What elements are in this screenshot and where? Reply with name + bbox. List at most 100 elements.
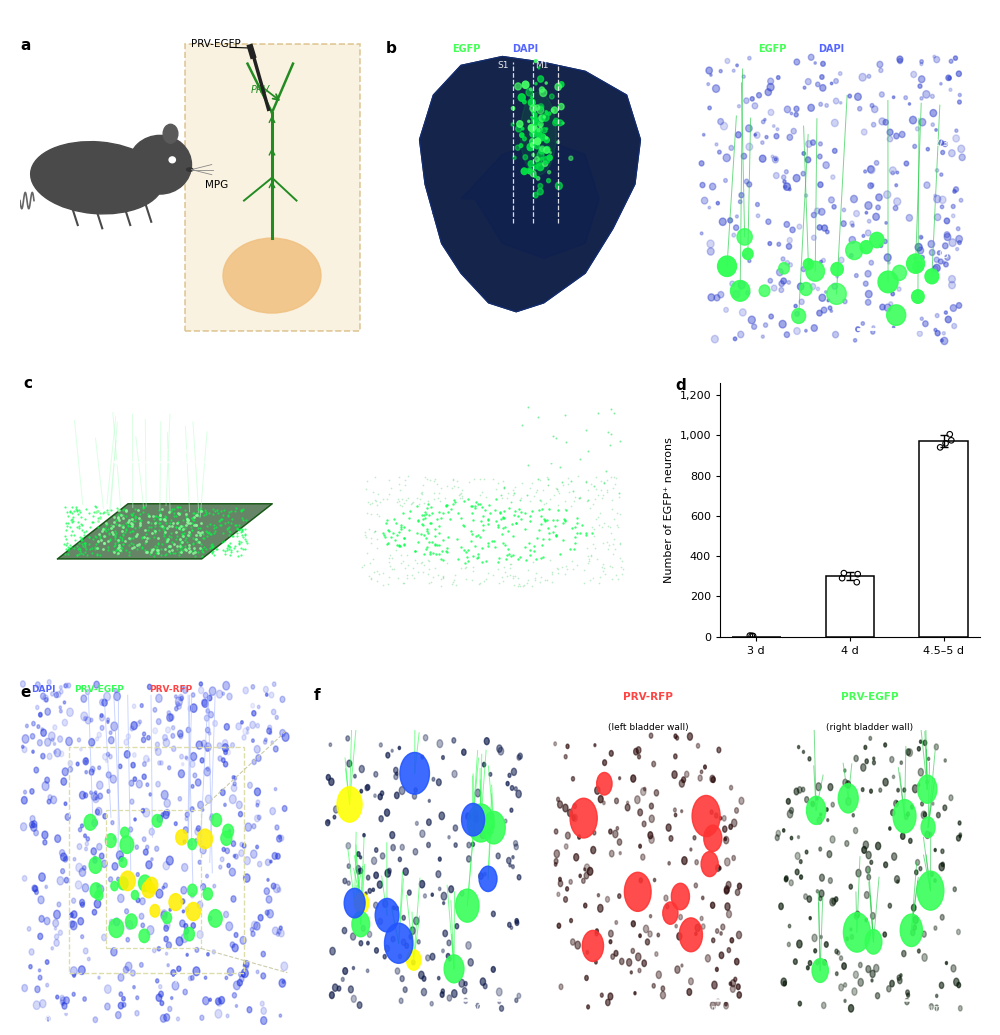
Circle shape bbox=[68, 761, 72, 766]
Circle shape bbox=[281, 962, 288, 971]
Circle shape bbox=[195, 828, 200, 835]
Circle shape bbox=[246, 727, 249, 731]
Circle shape bbox=[190, 806, 194, 811]
Circle shape bbox=[143, 849, 148, 855]
Circle shape bbox=[247, 1007, 252, 1013]
Circle shape bbox=[32, 721, 35, 726]
Circle shape bbox=[118, 1002, 123, 1009]
Circle shape bbox=[62, 1002, 64, 1006]
Circle shape bbox=[130, 727, 134, 731]
Circle shape bbox=[156, 694, 162, 703]
Circle shape bbox=[64, 997, 69, 1004]
Circle shape bbox=[273, 746, 278, 752]
Circle shape bbox=[242, 735, 246, 740]
Circle shape bbox=[139, 929, 150, 943]
Circle shape bbox=[97, 885, 104, 893]
Text: a: a bbox=[20, 37, 31, 53]
Circle shape bbox=[109, 919, 114, 925]
Circle shape bbox=[164, 937, 168, 942]
Circle shape bbox=[94, 899, 101, 908]
Circle shape bbox=[100, 714, 105, 721]
Circle shape bbox=[30, 816, 35, 822]
Text: MPG: MPG bbox=[206, 179, 229, 189]
Circle shape bbox=[106, 772, 111, 778]
Circle shape bbox=[133, 985, 135, 988]
Circle shape bbox=[131, 763, 135, 768]
Circle shape bbox=[272, 853, 277, 859]
Text: DAPI: DAPI bbox=[512, 45, 538, 54]
Circle shape bbox=[62, 719, 68, 726]
Circle shape bbox=[219, 997, 225, 1004]
Circle shape bbox=[246, 966, 248, 969]
Circle shape bbox=[167, 711, 171, 715]
Circle shape bbox=[217, 743, 222, 748]
Circle shape bbox=[177, 966, 181, 972]
Circle shape bbox=[163, 735, 167, 741]
Circle shape bbox=[244, 960, 249, 968]
Circle shape bbox=[126, 920, 133, 929]
Circle shape bbox=[140, 963, 143, 968]
Circle shape bbox=[205, 795, 212, 803]
Circle shape bbox=[282, 980, 285, 983]
Circle shape bbox=[39, 916, 44, 922]
Circle shape bbox=[239, 850, 244, 857]
Circle shape bbox=[124, 739, 129, 745]
Circle shape bbox=[78, 966, 85, 975]
Circle shape bbox=[96, 884, 99, 887]
Circle shape bbox=[223, 762, 228, 767]
Circle shape bbox=[85, 847, 87, 851]
Circle shape bbox=[53, 919, 59, 927]
Circle shape bbox=[38, 969, 41, 972]
Circle shape bbox=[202, 700, 208, 707]
Circle shape bbox=[58, 930, 62, 936]
Circle shape bbox=[243, 964, 245, 967]
Circle shape bbox=[183, 687, 188, 693]
Circle shape bbox=[256, 803, 259, 807]
Circle shape bbox=[165, 952, 168, 955]
Circle shape bbox=[266, 693, 268, 697]
Circle shape bbox=[66, 737, 72, 745]
Circle shape bbox=[51, 691, 54, 697]
Circle shape bbox=[236, 801, 242, 808]
Circle shape bbox=[21, 797, 27, 804]
Point bbox=[745, 627, 761, 644]
Circle shape bbox=[56, 691, 61, 698]
Circle shape bbox=[181, 898, 185, 904]
Circle shape bbox=[198, 860, 201, 864]
Circle shape bbox=[81, 694, 87, 703]
Circle shape bbox=[204, 715, 209, 721]
Circle shape bbox=[37, 740, 42, 746]
Circle shape bbox=[119, 857, 127, 867]
Circle shape bbox=[106, 752, 110, 757]
Circle shape bbox=[156, 994, 162, 1002]
Circle shape bbox=[160, 761, 163, 765]
Circle shape bbox=[229, 868, 235, 876]
Circle shape bbox=[22, 735, 29, 743]
Circle shape bbox=[81, 712, 88, 720]
Circle shape bbox=[256, 723, 259, 728]
Circle shape bbox=[252, 711, 256, 716]
Circle shape bbox=[150, 905, 160, 917]
Circle shape bbox=[147, 736, 150, 740]
Circle shape bbox=[184, 928, 189, 934]
Circle shape bbox=[57, 903, 61, 907]
Circle shape bbox=[143, 808, 150, 817]
Circle shape bbox=[98, 793, 103, 799]
Circle shape bbox=[22, 745, 24, 748]
Circle shape bbox=[89, 857, 102, 874]
Text: M1: M1 bbox=[169, 975, 183, 985]
Circle shape bbox=[43, 694, 48, 702]
FancyBboxPatch shape bbox=[184, 45, 360, 331]
Circle shape bbox=[180, 920, 185, 927]
Circle shape bbox=[156, 889, 163, 898]
Circle shape bbox=[161, 910, 167, 917]
Circle shape bbox=[54, 940, 59, 946]
Circle shape bbox=[183, 827, 188, 833]
Circle shape bbox=[22, 876, 27, 881]
Circle shape bbox=[92, 820, 98, 827]
Text: S1: S1 bbox=[88, 975, 100, 985]
Circle shape bbox=[103, 814, 107, 819]
Circle shape bbox=[60, 996, 64, 1001]
Circle shape bbox=[142, 837, 146, 841]
Text: c: c bbox=[23, 377, 32, 391]
